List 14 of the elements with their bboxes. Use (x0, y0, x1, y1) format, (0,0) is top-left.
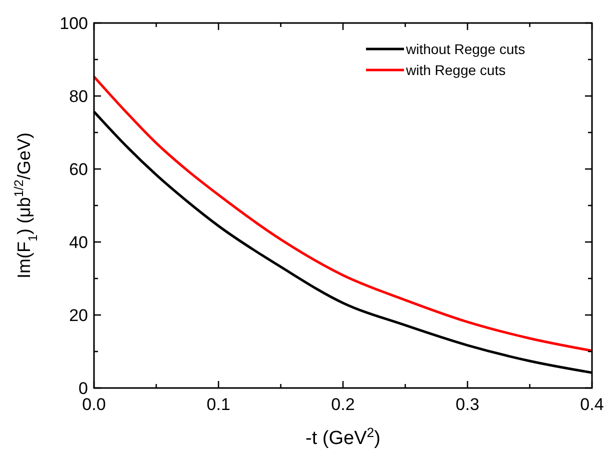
legend-label: with Regge cuts (405, 62, 506, 78)
x-tick-label: 0.2 (331, 395, 355, 414)
x-tick-label: 0.4 (580, 395, 604, 414)
legend-label: without Regge cuts (405, 41, 526, 57)
y-tick-label: 20 (69, 306, 88, 325)
y-tick-label: 0 (78, 379, 88, 398)
x-tick-label: 0.0 (82, 395, 106, 414)
y-tick-label: 40 (69, 233, 88, 252)
y-tick-label: 100 (60, 14, 88, 33)
x-tick-label: 0.1 (206, 395, 230, 414)
y-tick-label: 60 (69, 160, 88, 179)
x-tick-label: 0.3 (456, 395, 480, 414)
x-axis-title: -t (GeV$^{2}$) (306, 424, 380, 449)
y-tick-label: 80 (69, 87, 88, 106)
